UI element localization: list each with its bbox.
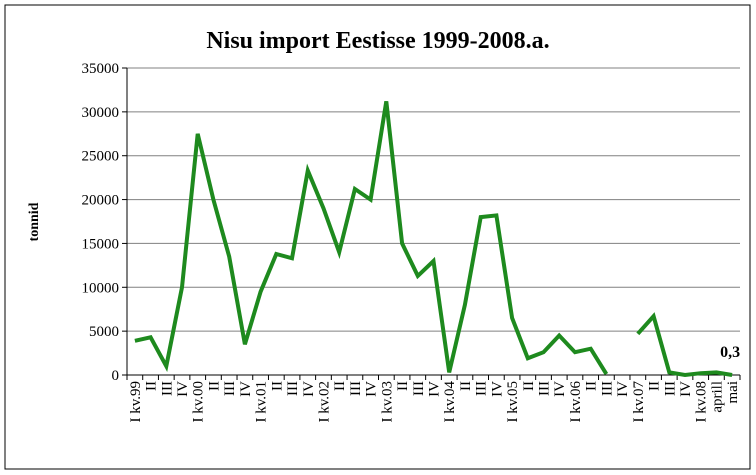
data-line bbox=[134, 100, 733, 378]
x-tick-label: II bbox=[206, 381, 222, 391]
y-tick-label: 0 bbox=[112, 368, 120, 384]
x-tick-label: I kv.03 bbox=[379, 381, 395, 423]
y-tick-label: 25000 bbox=[82, 149, 120, 165]
x-tick-label: I kv.99 bbox=[128, 381, 144, 423]
x-tick-label: I kv.05 bbox=[505, 381, 521, 423]
x-tick-label: III bbox=[159, 381, 175, 396]
x-tick-label: IV bbox=[364, 381, 380, 397]
chart-frame bbox=[4, 4, 751, 470]
x-tick-label: IV bbox=[615, 381, 631, 397]
x-tick-label: II bbox=[144, 381, 160, 391]
y-tick-label: 35000 bbox=[82, 61, 120, 77]
y-tick-label: 15000 bbox=[82, 236, 120, 252]
x-tick-label: III bbox=[662, 381, 678, 396]
x-tick-label: II bbox=[458, 381, 474, 391]
x-tick-label: I kv.00 bbox=[191, 381, 207, 423]
x-tick-label: III bbox=[599, 381, 615, 396]
x-tick-label: I kv.06 bbox=[568, 381, 584, 423]
x-tick-label: III bbox=[411, 381, 427, 396]
y-tick-label: 10000 bbox=[82, 280, 120, 296]
x-tick-label: II bbox=[647, 381, 663, 391]
y-tick-label: 30000 bbox=[82, 105, 120, 121]
x-tick-label: IV bbox=[552, 381, 568, 397]
x-tick-label: IV bbox=[175, 381, 191, 397]
x-tick-label: I kv.02 bbox=[316, 381, 332, 423]
x-tick-label: III bbox=[474, 381, 490, 396]
x-tick-label: I kv.01 bbox=[254, 381, 270, 423]
chart-title: Nisu import Eestisse 1999-2008.a. bbox=[206, 28, 549, 54]
x-tick-label: II bbox=[521, 381, 537, 391]
x-tick-label: II bbox=[332, 381, 348, 391]
x-tick-label: III bbox=[537, 381, 553, 396]
x-tick-label: II bbox=[395, 381, 411, 391]
x-tick-label: III bbox=[222, 381, 238, 396]
x-tick-label: II bbox=[269, 381, 285, 391]
y-axis-label: tonnid bbox=[27, 202, 42, 241]
x-tick-label: III bbox=[285, 381, 301, 396]
y-tick-label: 20000 bbox=[82, 193, 120, 209]
x-tick-label: I kv.07 bbox=[631, 381, 647, 423]
x-tick-label: aprill bbox=[709, 381, 725, 413]
y-tick-label: 5000 bbox=[89, 324, 119, 340]
data-label: 0,3 bbox=[720, 344, 740, 361]
x-tick-label: mai bbox=[725, 381, 741, 404]
x-tick-label: I kv.04 bbox=[442, 381, 458, 423]
x-tick-label: III bbox=[348, 381, 364, 396]
x-tick-label: IV bbox=[489, 381, 505, 397]
x-tick-label: IV bbox=[238, 381, 254, 397]
x-tick-label: II bbox=[584, 381, 600, 391]
x-tick-label: I kv.08 bbox=[694, 381, 710, 423]
x-tick-label: IV bbox=[678, 381, 694, 397]
x-tick-label: IV bbox=[301, 381, 317, 397]
x-tick-label: IV bbox=[427, 381, 443, 397]
